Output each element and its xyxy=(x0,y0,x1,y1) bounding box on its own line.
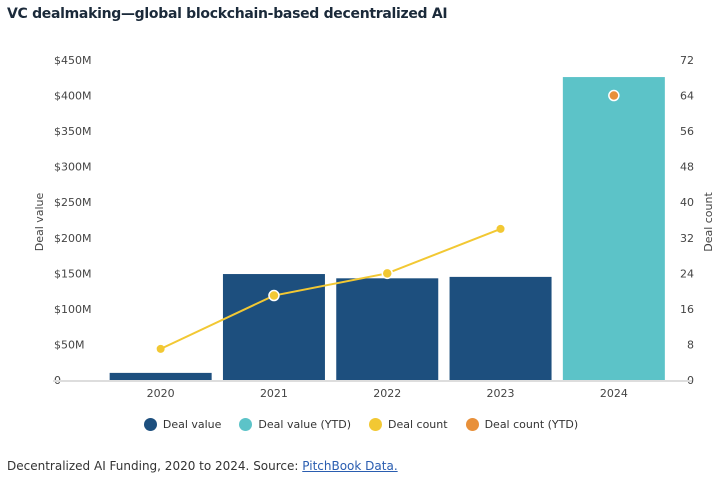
y2-tick-label: 64 xyxy=(680,90,694,103)
point-2020 xyxy=(156,344,165,353)
x-tick-label: 2022 xyxy=(373,387,401,400)
point-2023 xyxy=(496,224,505,233)
y2-axis-label: Deal count xyxy=(702,192,715,252)
x-tick-label: 2023 xyxy=(487,387,515,400)
legend-label: Deal value xyxy=(162,418,222,431)
x-tick-label: 2020 xyxy=(147,387,175,400)
x-tick-label: 2024 xyxy=(600,387,628,400)
source-link[interactable]: PitchBook Data. xyxy=(302,459,398,473)
legend-item[interactable]: Deal value xyxy=(143,418,222,431)
bar-2022 xyxy=(336,278,439,380)
bar-2023 xyxy=(449,276,552,380)
legend-label: Deal count (YTD) xyxy=(484,418,579,431)
legend-item[interactable]: Deal count (YTD) xyxy=(465,418,579,431)
legend-dot-icon xyxy=(143,418,157,431)
chart-title: VC dealmaking—global blockchain-based de… xyxy=(7,6,448,22)
y-tick-label: $250M xyxy=(54,196,92,209)
y2-tick-label: 56 xyxy=(680,125,694,138)
point-2022 xyxy=(381,267,393,280)
legend-label: Deal count xyxy=(388,418,448,431)
y2-tick-label: 72 xyxy=(680,54,694,67)
y-tick-label: $350M xyxy=(54,125,92,138)
bar-2024 xyxy=(562,77,665,381)
y-tick-label: $100M xyxy=(54,303,92,316)
y2-tick-label: 48 xyxy=(680,161,694,174)
x-tick-label: 2021 xyxy=(260,387,288,400)
legend-dot-icon xyxy=(239,418,253,431)
y-tick-label: $150M xyxy=(54,267,92,280)
y-tick-label: $300M xyxy=(54,161,92,174)
y2-tick-label: 40 xyxy=(680,196,694,209)
y-tick-label: $400M xyxy=(54,90,92,103)
legend-dot-icon xyxy=(465,418,479,431)
legend-dot-icon xyxy=(369,418,382,431)
caption: Decentralized AI Funding, 2020 to 2024. … xyxy=(7,459,398,473)
y-axis-label: Deal value xyxy=(33,192,46,251)
legend-label: Deal value (YTD) xyxy=(258,418,351,431)
y2-tick-label: 32 xyxy=(680,232,694,245)
y-tick-label: $50M xyxy=(54,338,85,351)
chart-plot: 0$50M$100M$150M$200M$250M$300M$350M$400M… xyxy=(33,54,715,400)
line-deal-count xyxy=(160,227,501,350)
legend-item[interactable]: Deal value (YTD) xyxy=(239,418,351,431)
point-2024 xyxy=(608,89,620,102)
legend-item[interactable]: Deal count xyxy=(369,418,448,431)
chart-legend: Deal value Deal value (YTD) Deal count Deal… xyxy=(0,418,722,431)
caption-text: Decentralized AI Funding, 2020 to 2024. … xyxy=(7,459,303,473)
y-tick-label: $450M xyxy=(54,54,92,67)
point-2021 xyxy=(268,289,280,302)
y2-tick-label: 16 xyxy=(680,303,694,316)
y2-tick-label: 8 xyxy=(687,338,694,351)
y-tick-label: $200M xyxy=(54,232,92,245)
bar-2020 xyxy=(109,372,212,380)
y2-tick-label: 24 xyxy=(680,267,694,280)
